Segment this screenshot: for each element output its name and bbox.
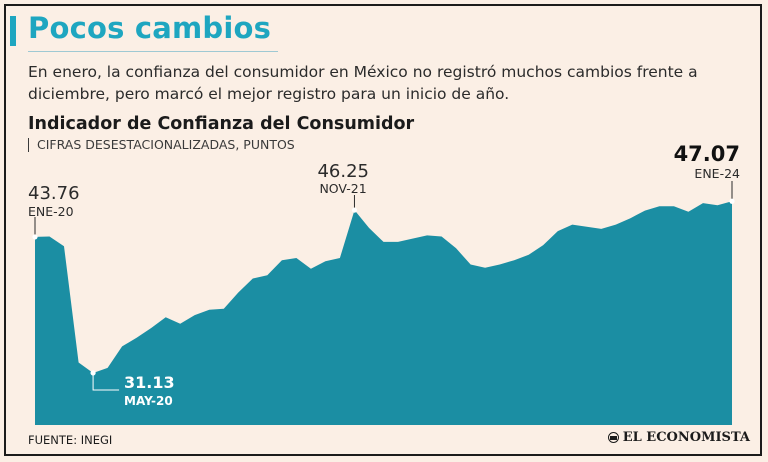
brand-logo: EL ECONOMISTA [607, 430, 750, 445]
chart-frame [4, 4, 762, 456]
globe-icon [607, 432, 619, 443]
brand-name: EL ECONOMISTA [622, 430, 750, 445]
source-note: FUENTE: INEGI [28, 433, 113, 447]
title-underline [28, 51, 278, 52]
annotation-value-nov21: 46.25 [317, 161, 369, 182]
annotation-marker [32, 234, 38, 240]
annotation-marker [351, 207, 358, 213]
annotation-value-ene24: 47.07 [674, 142, 740, 166]
annotation-value-may20: 31.13 [124, 373, 175, 392]
title-accent-bar [10, 16, 16, 46]
area-series [35, 201, 732, 425]
chart-title: Indicador de Confianza del Consumidor [28, 114, 415, 134]
annotation-marker [729, 198, 735, 204]
annotation-value-ene20: 43.76 [28, 183, 80, 204]
page-title: Pocos cambios [28, 11, 272, 45]
annotation-leader [92, 372, 120, 391]
annotation-label-may20: MAY-20 [124, 394, 173, 408]
annotation-label-ene24: ENE-24 [694, 166, 740, 181]
annotation-label-ene20: ENE-20 [28, 204, 74, 219]
annotation-label-nov21: NOV-21 [319, 181, 366, 196]
chart-subtitle: CIFRAS DESESTACIONALIZADAS, PUNTOS [28, 138, 295, 152]
page-subtitle: En enero, la confianza del consumidor en… [28, 63, 698, 103]
